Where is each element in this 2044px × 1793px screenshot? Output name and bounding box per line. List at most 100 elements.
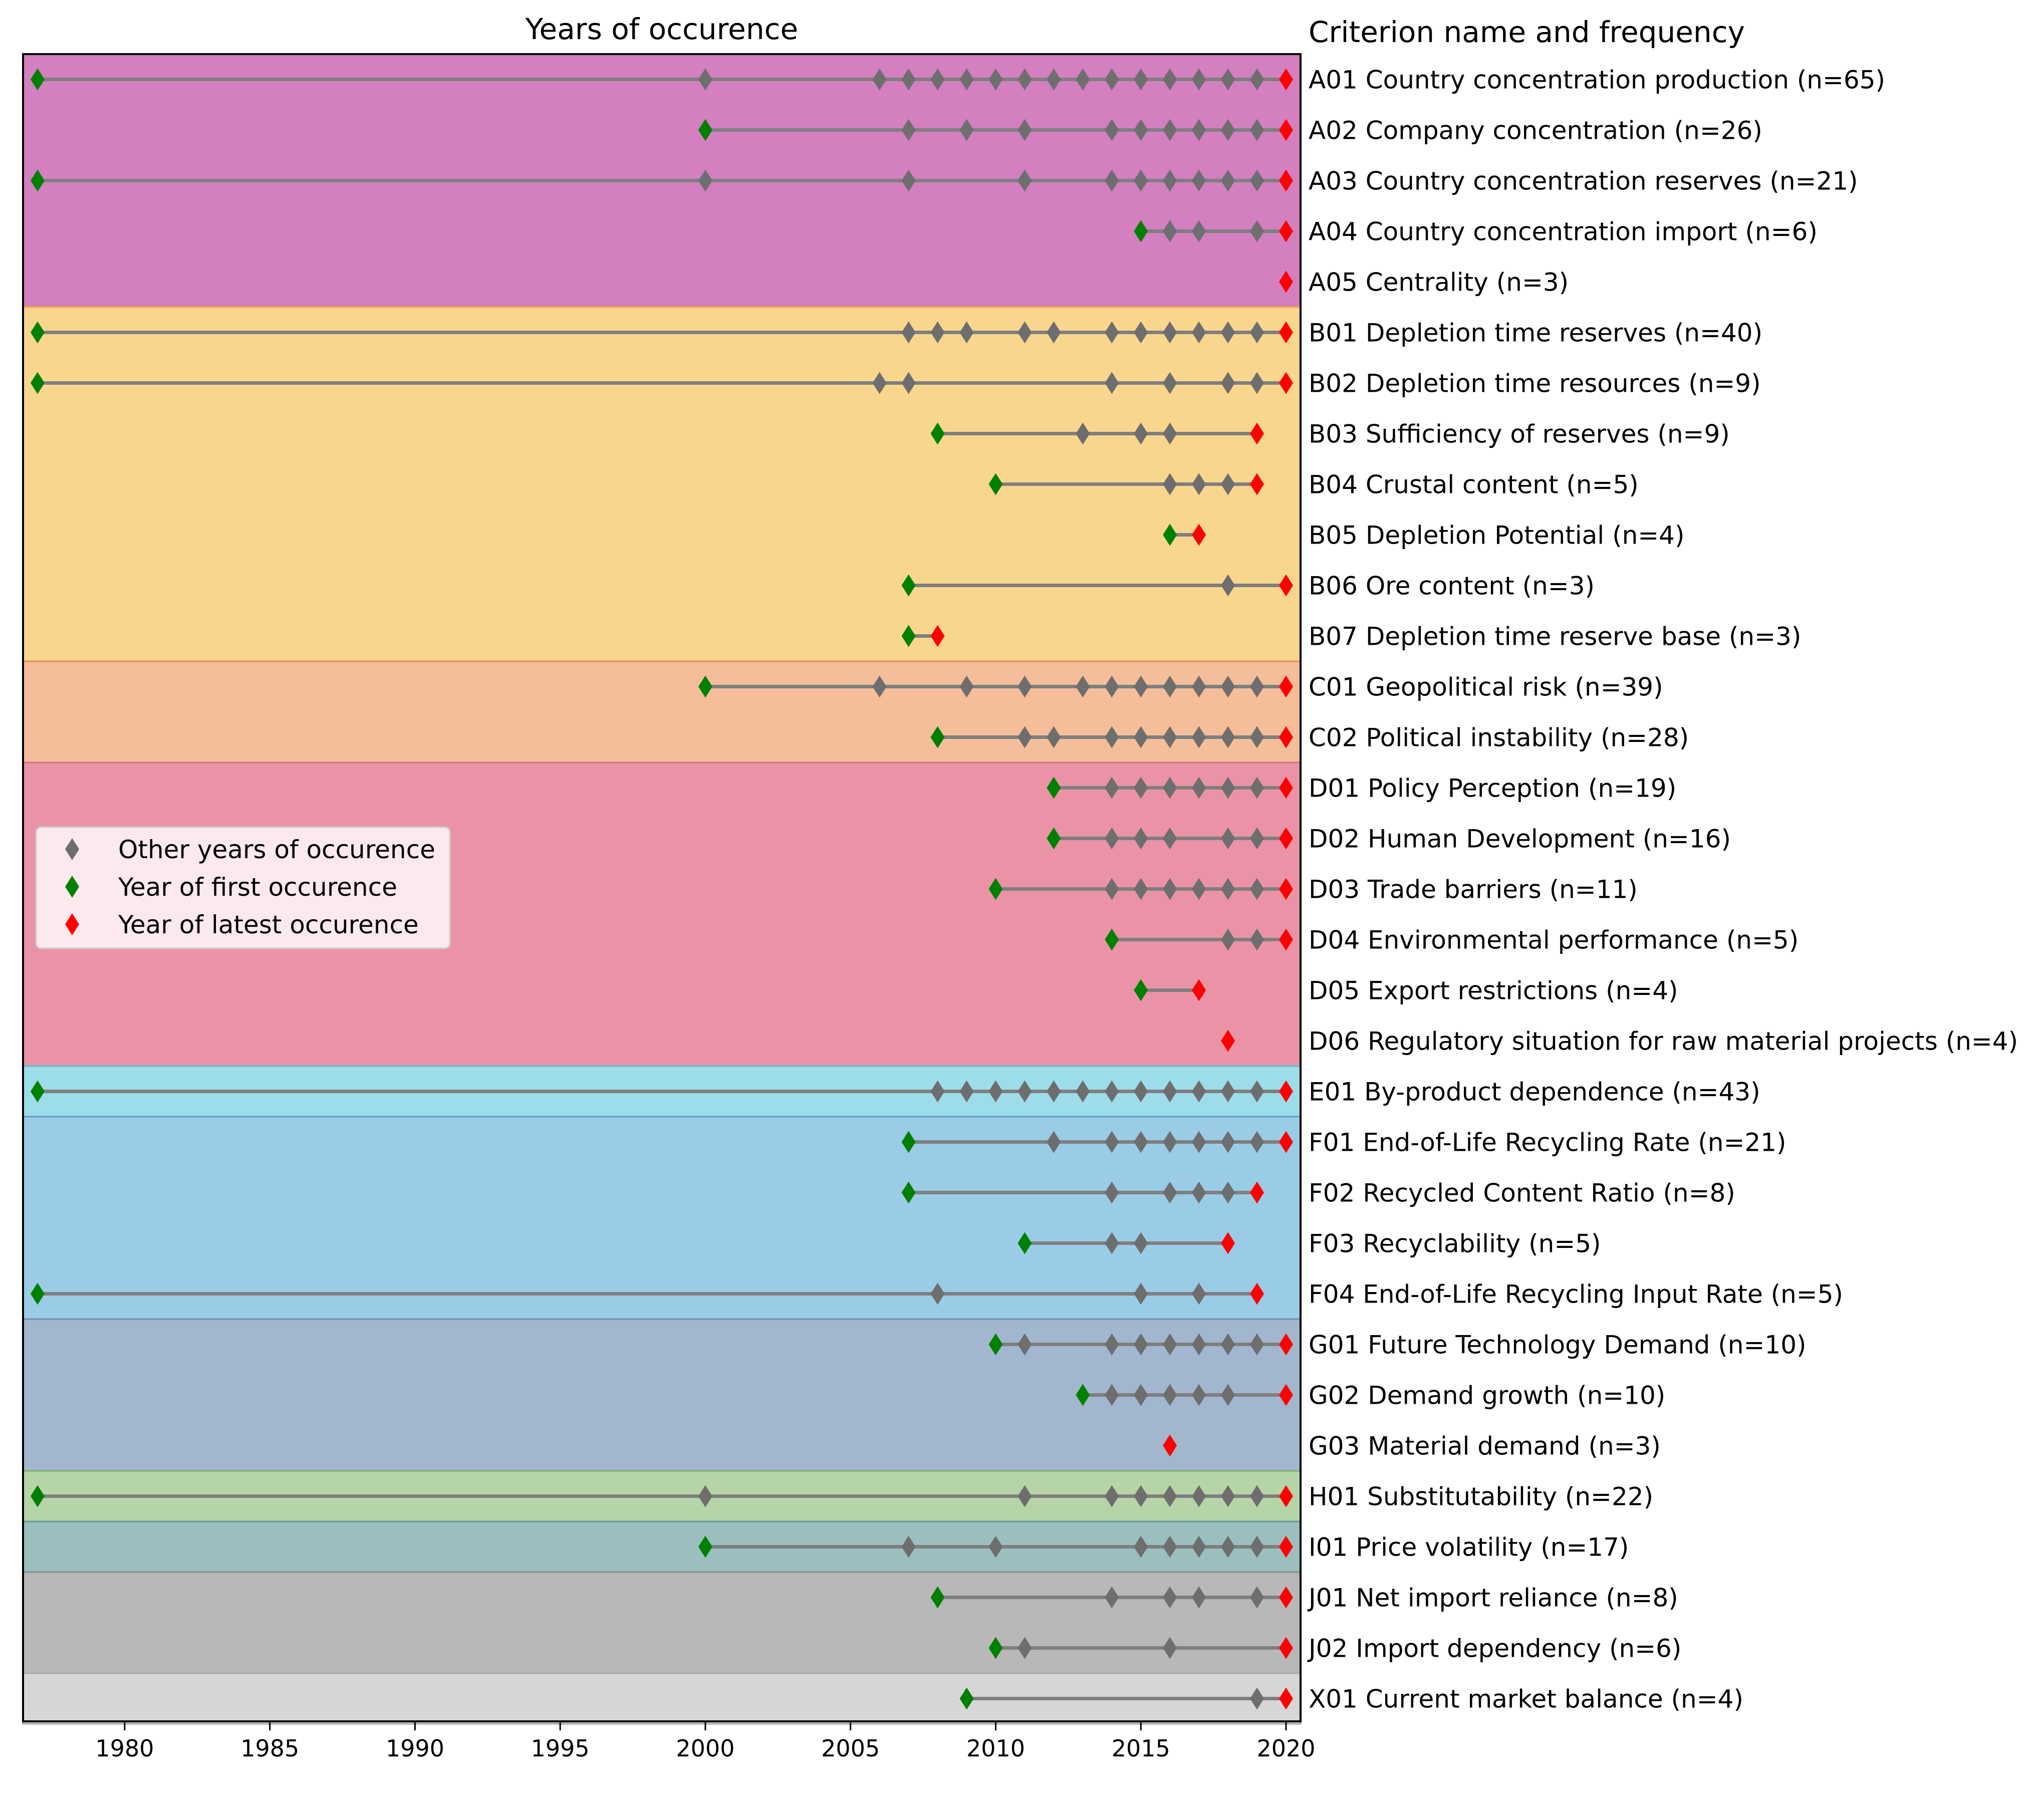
row-label-d02: D02 Human Development (n=16) — [1309, 825, 1731, 854]
marker-other-2017 — [1192, 1384, 1206, 1406]
marker-first-2008 — [930, 726, 945, 748]
marker-other-2011 — [1017, 1637, 1032, 1659]
marker-latest-2020 — [1279, 1384, 1294, 1406]
marker-first-2013 — [1076, 1384, 1090, 1406]
marker-other-2019 — [1250, 1333, 1264, 1356]
marker-first-1977 — [30, 1485, 45, 1507]
marker-other-2014 — [1105, 878, 1119, 900]
marker-other-2018 — [1221, 321, 1235, 344]
group-band-c — [22, 660, 1302, 763]
marker-first-2010 — [988, 473, 1003, 495]
marker-other-2019 — [1250, 68, 1264, 91]
marker-first-1977 — [30, 169, 45, 192]
row-d01: D01 Policy Perception (n=19) — [1047, 774, 1676, 803]
marker-other-2011 — [1017, 675, 1032, 698]
marker-other-2017 — [1192, 169, 1206, 192]
marker-other-2019 — [1250, 1586, 1264, 1609]
row-h01: H01 Substitutability (n=22) — [30, 1482, 1653, 1511]
marker-other-2019 — [1250, 878, 1264, 900]
marker-latest-2020 — [1279, 574, 1294, 597]
marker-other-2014 — [1105, 726, 1119, 748]
row-d02: D02 Human Development (n=16) — [1047, 825, 1731, 854]
row-label-i01: I01 Price volatility (n=17) — [1309, 1533, 1629, 1562]
marker-other-2019 — [1250, 1485, 1264, 1507]
marker-other-2014 — [1105, 372, 1119, 394]
marker-other-2006 — [872, 675, 887, 698]
marker-other-2019 — [1250, 220, 1264, 242]
marker-other-2015 — [1134, 878, 1148, 900]
row-j01: J01 Net import reliance (n=8) — [930, 1584, 1678, 1613]
marker-other-2019 — [1250, 372, 1264, 394]
marker-other-2009 — [959, 68, 974, 91]
marker-other-2018 — [1221, 1535, 1235, 1558]
marker-other-2009 — [959, 675, 974, 698]
marker-other-2017 — [1192, 473, 1206, 495]
marker-first-2000 — [698, 119, 712, 141]
legend-marker-1 — [65, 838, 79, 860]
marker-other-2011 — [1017, 1485, 1032, 1507]
marker-other-2014 — [1105, 1181, 1119, 1204]
marker-other-2016 — [1163, 1485, 1177, 1507]
marker-first-2007 — [901, 1131, 916, 1153]
row-label-c01: C01 Geopolitical risk (n=39) — [1309, 673, 1663, 702]
marker-first-2010 — [988, 1333, 1003, 1356]
row-d05: D05 Export restrictions (n=4) — [1134, 976, 1678, 1005]
marker-other-2018 — [1221, 878, 1235, 900]
marker-other-2018 — [1221, 1485, 1235, 1507]
legend-label-3: Year of latest occurence — [118, 910, 419, 939]
marker-other-2013 — [1076, 422, 1090, 445]
marker-first-2012 — [1047, 777, 1061, 799]
row-a04: A04 Country concentration import (n=6) — [1134, 217, 1818, 246]
marker-latest-2020 — [1279, 777, 1294, 799]
row-g03: G03 Material demand (n=3) — [1163, 1432, 1661, 1461]
marker-other-2018 — [1221, 1333, 1235, 1356]
marker-first-2008 — [930, 1586, 945, 1609]
marker-first-2007 — [901, 1181, 916, 1204]
marker-other-2016 — [1163, 1080, 1177, 1103]
marker-other-2016 — [1163, 1384, 1177, 1406]
marker-other-2016 — [1163, 675, 1177, 698]
marker-latest-2020 — [1279, 827, 1294, 850]
marker-other-2011 — [1017, 119, 1032, 141]
marker-other-2018 — [1221, 119, 1235, 141]
row-label-b02: B02 Depletion time resources (n=9) — [1309, 369, 1761, 398]
row-label-x01: X01 Current market balance (n=4) — [1309, 1685, 1743, 1714]
row-d04: D04 Environmental performance (n=5) — [1105, 926, 1799, 955]
row-label-d05: D05 Export restrictions (n=4) — [1309, 976, 1678, 1005]
marker-other-2014 — [1105, 1131, 1119, 1153]
row-label-g01: G01 Future Technology Demand (n=10) — [1309, 1331, 1807, 1360]
data-rows: A01 Country concentration production (n=… — [30, 66, 2018, 1714]
x-tick-label-2005: 2005 — [821, 1735, 880, 1762]
row-label-a01: A01 Country concentration production (n=… — [1309, 66, 1885, 95]
marker-other-2016 — [1163, 68, 1177, 91]
marker-other-2012 — [1047, 68, 1061, 91]
marker-other-2009 — [959, 1080, 974, 1103]
marker-other-2015 — [1134, 68, 1148, 91]
row-b07: B07 Depletion time reserve base (n=3) — [901, 622, 1801, 651]
marker-other-2013 — [1076, 68, 1090, 91]
legend-label-1: Other years of occurence — [118, 835, 435, 864]
marker-other-2017 — [1192, 1535, 1206, 1558]
marker-other-2016 — [1163, 777, 1177, 799]
marker-other-2014 — [1105, 1384, 1119, 1406]
marker-latest-2020 — [1279, 928, 1294, 951]
row-b03: B03 Sufficiency of reserves (n=9) — [930, 420, 1730, 449]
plot-frame — [22, 53, 1302, 1722]
marker-other-2016 — [1163, 169, 1177, 192]
marker-other-2017 — [1192, 1131, 1206, 1153]
marker-other-2015 — [1134, 1232, 1148, 1254]
marker-first-1977 — [30, 321, 45, 344]
marker-other-2018 — [1221, 68, 1235, 91]
marker-other-2018 — [1221, 473, 1235, 495]
marker-other-2019 — [1250, 928, 1264, 951]
row-b05: B05 Depletion Potential (n=4) — [1163, 521, 1685, 550]
marker-other-2017 — [1192, 726, 1206, 748]
marker-other-2008 — [930, 1080, 945, 1103]
row-x01: X01 Current market balance (n=4) — [959, 1685, 1743, 1714]
row-label-a05: A05 Centrality (n=3) — [1309, 268, 1569, 297]
marker-latest-2020 — [1279, 321, 1294, 344]
marker-other-2012 — [1047, 1080, 1061, 1103]
marker-latest-2020 — [1279, 119, 1294, 141]
marker-other-2006 — [872, 372, 887, 394]
chart-title: Years of occurence — [525, 12, 798, 46]
